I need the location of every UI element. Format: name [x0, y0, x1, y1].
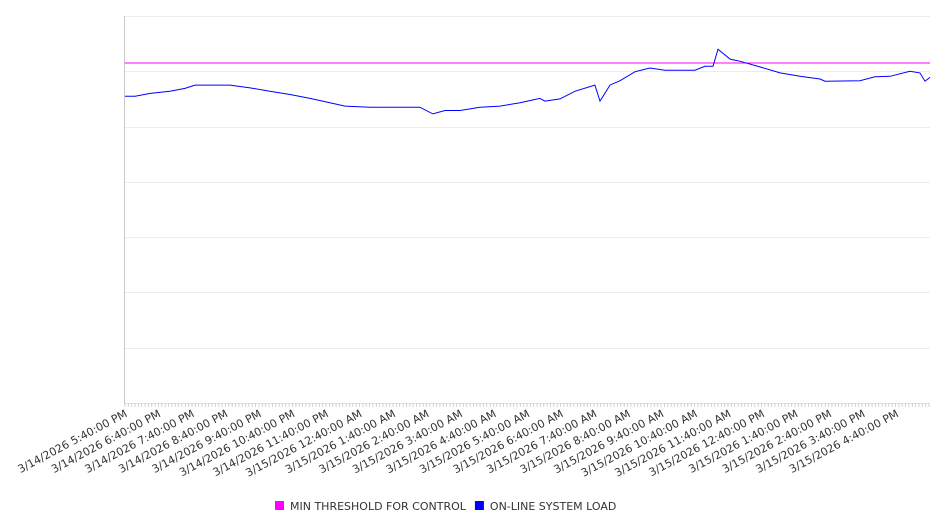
x-axis-minor-ticks [124, 403, 930, 407]
legend-label: ON-LINE SYSTEM LOAD [490, 500, 616, 513]
gridlines [125, 16, 930, 349]
system-load-line [125, 48, 931, 115]
legend-swatch [275, 501, 284, 510]
series-lines [125, 48, 931, 115]
legend-label: MIN THRESHOLD FOR CONTROL [290, 500, 467, 513]
x-axis-labels: 3/14/2026 5:40:00 PM3/14/2026 6:40:00 PM… [16, 407, 901, 479]
legend: MIN THRESHOLD FOR CONTROL ON-LINE SYSTEM … [275, 500, 616, 513]
legend-swatch [474, 501, 484, 510]
